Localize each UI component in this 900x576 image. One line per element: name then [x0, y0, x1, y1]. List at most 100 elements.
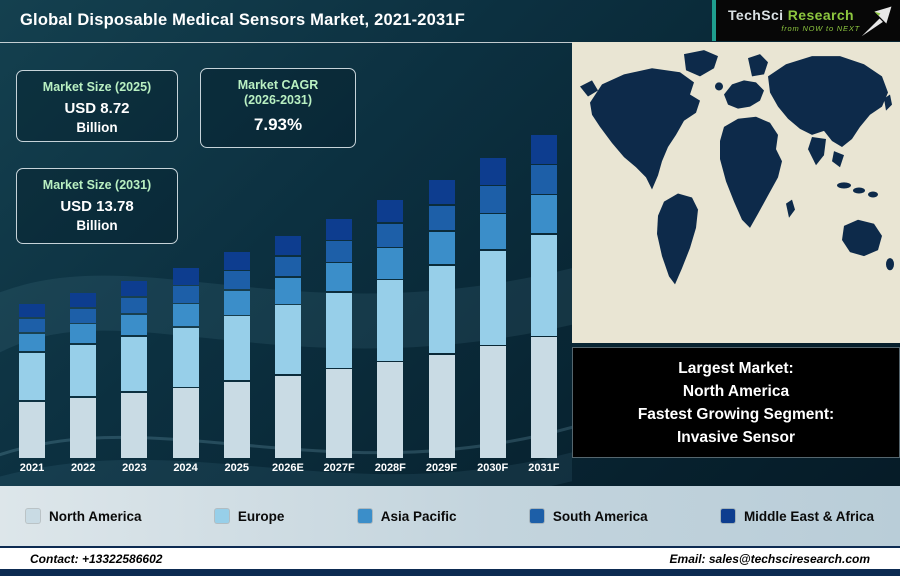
logo-brand-part2: Research	[787, 7, 854, 24]
segment-south-america	[479, 186, 506, 213]
bar-2030F	[473, 158, 513, 458]
chart-legend: North America Europe Asia Pacific South Ame…	[0, 486, 900, 546]
segment-asia-pacific	[326, 263, 353, 292]
techsci-logo: TechSci Research from NOW to NEXT	[712, 0, 900, 41]
legend-item-north-america: North America	[26, 509, 142, 524]
logo-text: TechSci Research from NOW to NEXT	[728, 8, 860, 33]
segment-south-america	[19, 318, 45, 333]
segment-south-america	[530, 165, 557, 194]
stat-box-market-size-2031: Market Size (2031) USD 13.78 Billion	[16, 168, 178, 244]
segment-europe	[326, 292, 353, 368]
page-title: Global Disposable Medical Sensors Market…	[20, 11, 466, 29]
segment-asia-pacific	[19, 333, 45, 352]
segment-south-america	[172, 286, 199, 303]
legend-swatch-asia-pacific	[357, 509, 372, 523]
segment-asia-pacific	[223, 290, 250, 315]
segment-europe	[172, 327, 199, 387]
segment-north-america	[274, 375, 301, 458]
world-map-image	[572, 42, 900, 343]
footer: Contact: +13322586602 Email: sales@techs…	[0, 546, 900, 576]
stat-label: Market Size (2025)	[42, 80, 152, 94]
segment-south-america	[70, 308, 97, 323]
segment-north-america	[19, 401, 45, 458]
segment-europe	[223, 316, 250, 381]
segment-europe	[479, 250, 506, 345]
legend-label: Europe	[237, 508, 285, 524]
segment-middle-east-africa	[377, 199, 404, 223]
legend-label: Middle East & Africa	[743, 508, 874, 524]
x-axis-label-2029F: 2029F	[425, 462, 458, 474]
segment-europe	[70, 344, 97, 397]
legend-label: South America	[552, 508, 648, 524]
stat-unit: Billion	[76, 120, 118, 135]
legend-swatch-middle-east-africa	[720, 509, 735, 523]
header: Global Disposable Medical Sensors Market…	[0, 0, 900, 43]
bar-2023	[114, 280, 154, 458]
bar-2031F	[524, 135, 564, 458]
segment-middle-east-africa	[19, 303, 45, 318]
highlight-line: Largest Market:	[678, 359, 794, 377]
legend-item-middle-east-africa: Middle East & Africa	[720, 508, 874, 524]
legend-item-south-america: South America	[529, 508, 648, 524]
bar-2024	[166, 268, 206, 458]
stacked-bar-chart	[12, 112, 564, 458]
x-axis-label-2024: 2024	[173, 462, 198, 474]
stat-value: 7.93%	[253, 115, 303, 134]
segment-asia-pacific	[274, 277, 301, 304]
legend-swatch-north-america	[26, 509, 40, 523]
segment-south-america	[223, 271, 250, 290]
segment-asia-pacific	[479, 214, 506, 250]
logo-tagline: from NOW to NEXT	[781, 23, 860, 33]
segment-asia-pacific	[172, 304, 199, 327]
bar-2028F	[370, 199, 410, 458]
segment-south-america	[121, 297, 148, 314]
segment-middle-east-africa	[121, 280, 148, 297]
segment-asia-pacific	[530, 195, 557, 234]
highlight-line: Invasive Sensor	[676, 428, 796, 446]
bar-2025	[217, 251, 257, 458]
x-axis-label-2028F: 2028F	[374, 462, 406, 474]
segment-europe	[377, 280, 404, 361]
x-axis-labels: 2021 2022 2023 2024 2025 2026E 2027F 2028F 2029F…	[12, 462, 564, 474]
segment-asia-pacific	[70, 324, 97, 344]
legend-label: Asia Pacific	[380, 508, 457, 524]
bar-2022	[63, 292, 103, 458]
legend-label: North America	[49, 508, 142, 524]
segment-middle-east-africa	[223, 251, 250, 270]
segment-europe	[274, 305, 301, 375]
segment-europe	[19, 352, 45, 401]
bar-2021	[12, 303, 52, 458]
segment-europe	[530, 234, 557, 336]
segment-middle-east-africa	[428, 179, 455, 205]
legend-item-europe: Europe	[214, 508, 285, 524]
segment-europe	[428, 265, 455, 353]
segment-middle-east-africa	[479, 158, 506, 185]
segment-middle-east-africa	[326, 218, 353, 240]
footer-email: Email: sales@techsciresearch.com	[669, 551, 870, 566]
segment-middle-east-africa	[172, 268, 199, 285]
x-axis-label-2022: 2022	[70, 462, 96, 474]
x-axis-label-2027F: 2027F	[323, 462, 355, 474]
bar-2029F	[422, 179, 462, 458]
footer-contact: Contact: +13322586602	[30, 551, 163, 566]
segment-north-america	[172, 388, 199, 458]
stat-label-line1: Market CAGR	[237, 78, 319, 92]
highlight-line: North America	[682, 382, 790, 400]
segment-asia-pacific	[377, 248, 404, 279]
x-axis-label-2021: 2021	[19, 462, 45, 474]
segment-north-america	[70, 397, 97, 458]
segment-europe	[121, 336, 148, 392]
segment-north-america	[428, 354, 455, 458]
segment-south-america	[377, 223, 404, 247]
highlight-line: Fastest Growing Segment:	[637, 405, 835, 423]
segment-south-america	[326, 241, 353, 262]
x-axis-label-2031F: 2031F	[528, 462, 560, 474]
segment-north-america	[377, 362, 404, 458]
stat-unit: Billion	[76, 218, 118, 233]
stat-label-line2: (2026-2031)	[243, 93, 313, 107]
segment-middle-east-africa	[530, 135, 557, 164]
footer-bar	[0, 569, 900, 576]
segment-north-america	[530, 337, 557, 458]
legend-swatch-europe	[214, 509, 229, 523]
footer-divider	[0, 546, 900, 548]
